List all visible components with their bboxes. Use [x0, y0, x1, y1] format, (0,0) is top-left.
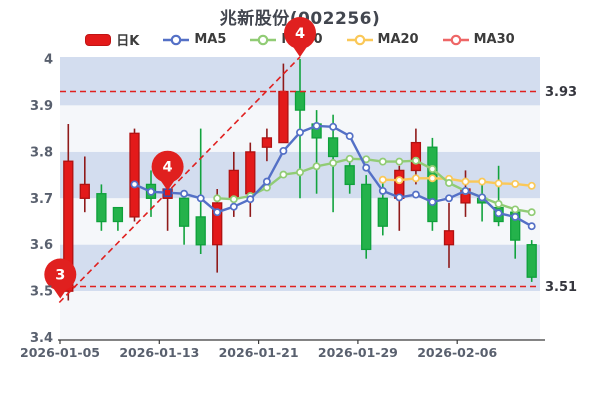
ma5-legend-marker [163, 34, 190, 45]
trend-lines [58, 56, 540, 304]
y-axis-labels: 4 3.9 3.8 3.7 3.6 3.5 3.4 [30, 53, 53, 347]
ma20-legend-marker [346, 34, 373, 45]
ma10-legend-marker [250, 34, 277, 45]
kline-legend-marker [85, 33, 112, 46]
legend-label: MA20 [377, 32, 419, 47]
balloon-markers: 3 4 4 [44, 17, 316, 299]
price-label-high: 3.93 [545, 85, 577, 100]
svg-text:4: 4 [295, 26, 305, 42]
price-label-low: 3.51 [545, 280, 577, 295]
legend-label: 日K [116, 34, 140, 49]
svg-text:2026-01-13: 2026-01-13 [119, 345, 199, 360]
svg-text:4: 4 [44, 53, 53, 68]
legend-item-ma5[interactable]: MA5 [163, 32, 226, 47]
legend-item-ma30[interactable]: MA30 [442, 32, 515, 47]
ma30-legend-marker [442, 34, 469, 45]
svg-text:3.6: 3.6 [30, 238, 53, 253]
svg-text:3: 3 [55, 268, 65, 284]
svg-text:4: 4 [163, 160, 173, 176]
legend-label: MA5 [194, 32, 227, 47]
svg-text:2026-01-05: 2026-01-05 [20, 345, 100, 360]
svg-text:3.7: 3.7 [30, 192, 53, 207]
svg-text:3.9: 3.9 [30, 99, 53, 114]
ma5-line[interactable] [130, 121, 536, 231]
x-axis-labels: 2026-01-05 2026-01-13 2026-01-21 2026-01-29… [20, 345, 497, 360]
svg-text:2026-01-21: 2026-01-21 [219, 345, 299, 360]
legend-item-日k[interactable]: 日K [85, 30, 139, 49]
svg-text:2026-02-06: 2026-02-06 [417, 345, 497, 360]
svg-text:3.4: 3.4 [30, 331, 53, 346]
svg-text:3.8: 3.8 [30, 145, 53, 160]
svg-text:3.5: 3.5 [30, 285, 53, 300]
legend-item-ma20[interactable]: MA20 [346, 32, 419, 47]
svg-text:2026-01-29: 2026-01-29 [318, 345, 398, 360]
x-axis [58, 339, 545, 344]
legend-label: MA30 [473, 32, 515, 47]
